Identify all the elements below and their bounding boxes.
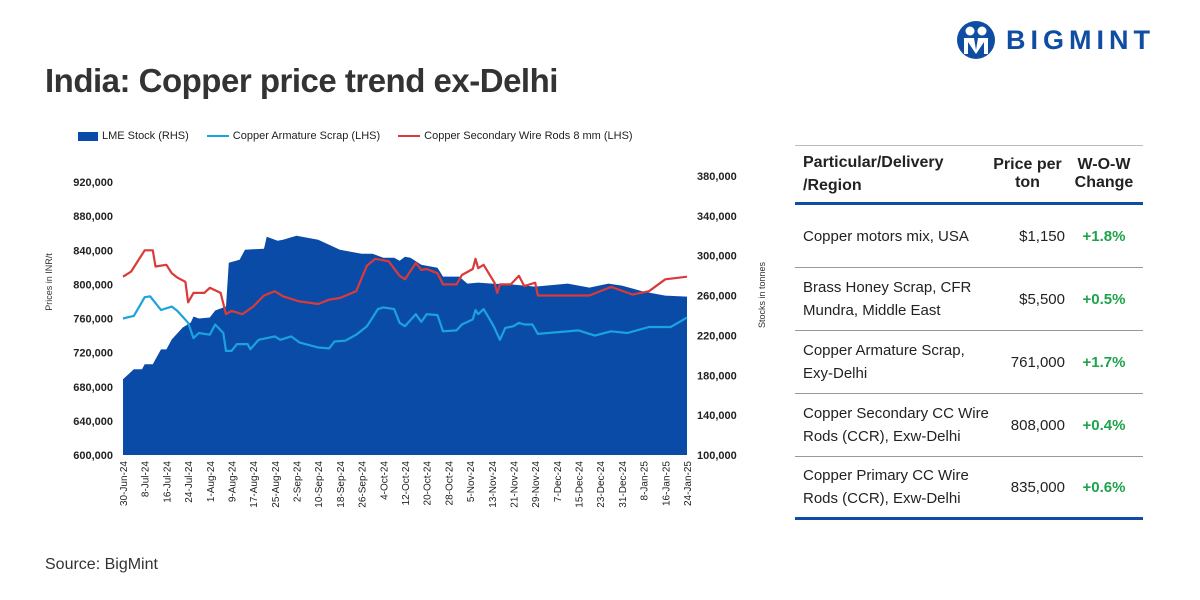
header-price: Price per ton: [993, 156, 1062, 191]
table-row: Copper Primary CC Wire Rods (CCR), Exw-D…: [795, 457, 1143, 520]
y-tick-label: 760,000: [73, 314, 113, 326]
chart-legend: LME Stock (RHS) Copper Armature Scrap (L…: [78, 130, 633, 142]
price-chart: 600,000 640,000 680,000 720,000 760,000 800,0…: [44, 171, 767, 508]
y2-tick-label: 220,000: [697, 330, 737, 342]
x-tick-label: 16-Jul-24: [162, 461, 173, 503]
table-header: Particular/Delivery /Region Price per to…: [795, 145, 1143, 205]
x-tick-label: 26-Sep-24: [358, 461, 369, 508]
table-row: Copper motors mix, USA $1,150 +1.8%: [795, 205, 1143, 268]
y-tick-label: 600,000: [73, 450, 113, 462]
y-tick-label: 920,000: [73, 177, 113, 189]
armature-scrap-line: [122, 295, 688, 352]
x-tick-label: 20-Oct-24: [423, 461, 434, 506]
x-tick-label: 21-Nov-24: [509, 461, 520, 508]
y2-tick-label: 300,000: [697, 251, 737, 263]
x-tick-label: 4-Oct-24: [379, 461, 390, 500]
y-tick-label: 800,000: [73, 279, 113, 291]
x-tick-label: 2-Sep-24: [293, 461, 304, 503]
row-item: Brass Honey Scrap, CFR Mundra, Middle Ea…: [803, 279, 972, 319]
brand-name: BIGMINT: [1006, 24, 1155, 55]
y2-axis-label: Stocks in tonnes: [757, 261, 767, 328]
table-row: Copper Armature Scrap, Exy-Delhi 761,000 +…: [795, 331, 1143, 394]
y2-tick-label: 180,000: [697, 370, 737, 382]
legend-swatch: [398, 135, 421, 137]
bigmint-logo-icon: [957, 21, 995, 59]
x-tick-label: 8-Jan-25: [640, 461, 651, 501]
row-price: $5,500: [1019, 290, 1065, 308]
row-change: +1.7%: [1082, 353, 1126, 371]
row-price: $1,150: [1019, 227, 1065, 245]
page-title: India: Copper price trend ex-Delhi: [45, 62, 558, 99]
x-tick-label: 12-Oct-24: [401, 461, 412, 506]
table-row: Brass Honey Scrap, CFR Mundra, Middle Ea…: [795, 268, 1143, 331]
y2-tick-label: 340,000: [697, 211, 737, 223]
row-price: 835,000: [1010, 478, 1065, 496]
y2-tick-label: 260,000: [697, 291, 737, 303]
row-item: Copper Primary CC Wire Rods (CCR), Exw-D…: [803, 467, 969, 507]
header-change: W-O-W Change: [1074, 156, 1134, 191]
x-tick-label: 16-Jan-25: [661, 461, 672, 506]
x-tick-label: 28-Oct-24: [444, 461, 455, 506]
legend-item-lme-stock: LME Stock (RHS): [78, 130, 189, 142]
row-price: 761,000: [1010, 353, 1065, 371]
row-item: Copper Armature Scrap, Exy-Delhi: [803, 342, 965, 382]
legend-swatch: [206, 135, 229, 137]
y-axis-label: Prices in INR/t: [44, 253, 54, 311]
row-change: +0.6%: [1082, 478, 1126, 496]
legend-label: LME Stock (RHS): [102, 130, 189, 142]
x-tick-label: 23-Dec-24: [596, 461, 607, 508]
row-item: Copper Secondary CC Wire Rods (CCR), Exw…: [803, 405, 989, 445]
legend-swatch: [78, 131, 98, 141]
y-tick-label: 720,000: [73, 348, 113, 360]
x-tick-label: 17-Aug-24: [249, 461, 260, 508]
y2-tick-label: 380,000: [697, 171, 737, 183]
y2-tick-label: 100,000: [697, 450, 737, 462]
row-item: Copper motors mix, USA: [803, 227, 969, 245]
row-change: +0.4%: [1082, 416, 1126, 434]
x-tick-label: 24-Jul-24: [184, 461, 195, 503]
x-tick-label: 29-Nov-24: [531, 461, 542, 508]
x-tick-label: 30-Jun-24: [119, 461, 130, 506]
lme-stock-area: [123, 235, 687, 455]
legend-label: Copper Secondary Wire Rods 8 mm (LHS): [424, 130, 633, 142]
x-tick-label: 31-Dec-24: [618, 461, 629, 508]
x-tick-label: 10-Sep-24: [314, 461, 325, 508]
x-tick-label: 18-Sep-24: [336, 461, 347, 508]
wire-rods-line: [122, 249, 688, 316]
row-change: +1.8%: [1082, 227, 1126, 245]
x-tick-label: 15-Dec-24: [575, 461, 586, 508]
x-tick-label: 25-Aug-24: [271, 461, 282, 508]
x-tick-label: 24-Jan-25: [683, 461, 694, 506]
y-tick-label: 640,000: [73, 416, 113, 428]
y-tick-label: 880,000: [73, 211, 113, 223]
table-row: Copper Secondary CC Wire Rods (CCR), Exw…: [795, 394, 1143, 457]
x-tick-label: 1-Aug-24: [206, 461, 217, 503]
row-price: 808,000: [1010, 416, 1065, 434]
x-tick-label: 8-Jul-24: [141, 461, 152, 498]
x-tick-label: 5-Nov-24: [466, 461, 477, 503]
brand-logo: BIGMINT: [956, 20, 1155, 60]
x-tick-label: 7-Dec-24: [553, 461, 564, 503]
header-particular: Particular/Delivery /Region: [803, 154, 944, 194]
y-tick-label: 840,000: [73, 245, 113, 257]
price-table: Particular/Delivery /Region Price per to…: [795, 145, 1143, 520]
y-tick-label: 680,000: [73, 382, 113, 394]
x-tick-label: 13-Nov-24: [488, 461, 499, 508]
legend-label: Copper Armature Scrap (LHS): [232, 130, 381, 142]
legend-item-wire-rods: Copper Secondary Wire Rods 8 mm (LHS): [398, 130, 633, 142]
source-note: Source: BigMint: [45, 556, 158, 573]
x-tick-label: 9-Aug-24: [227, 461, 238, 503]
y2-tick-label: 140,000: [697, 410, 737, 422]
legend-item-armature-scrap: Copper Armature Scrap (LHS): [206, 130, 381, 142]
row-change: +0.5%: [1082, 290, 1126, 308]
